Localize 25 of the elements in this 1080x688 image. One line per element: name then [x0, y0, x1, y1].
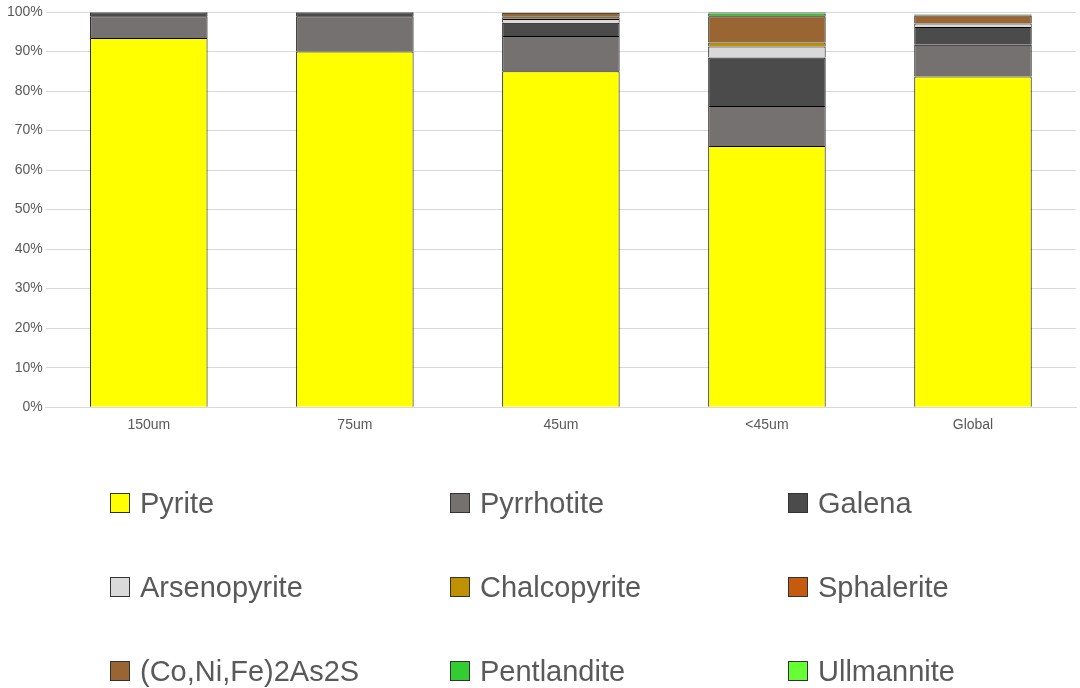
y-tick-label: 80%	[14, 81, 43, 98]
x-tick-label: <45um	[745, 416, 789, 433]
legend-label: Pentlandite	[480, 654, 626, 688]
y-tick-label: 50%	[14, 200, 43, 217]
y-tick-label: 100%	[6, 2, 43, 19]
y-tick-label: 40%	[14, 239, 43, 256]
legend-label: Ullmannite	[818, 654, 955, 688]
legend-label: (Co,Ni,Fe)2As2S	[140, 654, 360, 688]
y-tick-label: 10%	[14, 358, 43, 375]
x-tick-label: 150um	[127, 416, 171, 433]
x-tick-label: 45um	[543, 416, 579, 433]
legend-label: Sphalerite	[818, 570, 949, 604]
legend-label: Galena	[818, 486, 912, 520]
y-tick-label: 90%	[14, 42, 43, 59]
text: Pyrite	[140, 486, 215, 520]
y-tick-label: 70%	[14, 121, 43, 138]
y-tick-label: 30%	[14, 279, 43, 296]
legend-label: Arsenopyrite	[140, 570, 303, 604]
y-tick-label: 60%	[14, 160, 43, 177]
legend-label: Chalcopyrite	[480, 570, 642, 604]
y-tick-label: 0%	[22, 398, 43, 415]
legend-label: Pyrrhotite	[480, 486, 605, 520]
y-tick-label: 20%	[14, 319, 43, 336]
x-tick-label: 75um	[337, 416, 373, 433]
x-tick-label: Global	[952, 416, 994, 433]
